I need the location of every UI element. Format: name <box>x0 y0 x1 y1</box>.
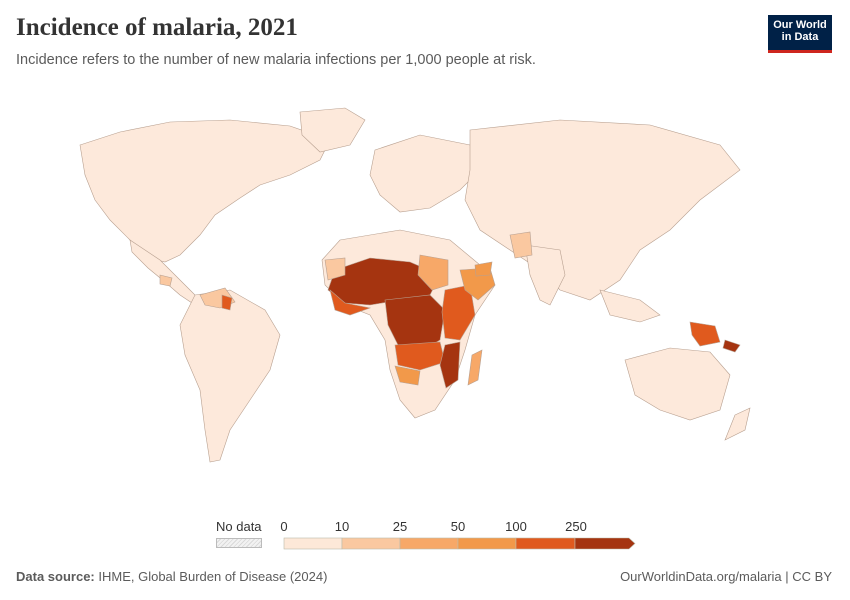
north-america <box>79 119 331 263</box>
legend-tick-100: 100 <box>505 519 527 534</box>
legend-tick-10: 10 <box>334 519 350 534</box>
papua-new-guinea <box>689 321 721 347</box>
source-text: IHME, Global Burden of Disease (2024) <box>98 569 328 584</box>
legend-color-bar[interactable] <box>283 537 637 551</box>
world-map <box>79 107 751 463</box>
source-label: Data source: <box>16 569 95 584</box>
guyana-high <box>221 294 233 311</box>
legend-bin-4 <box>457 537 517 550</box>
legend-tick-0: 0 <box>280 519 288 534</box>
logo-line-1: Our World <box>773 19 827 31</box>
chart-title: Incidence of malaria, 2021 <box>16 14 298 41</box>
legend-bin-2 <box>341 537 401 550</box>
legend-bin-6 <box>574 537 636 550</box>
solomon-islands <box>722 339 741 353</box>
southeast-asia <box>599 289 661 323</box>
south-america <box>179 289 281 463</box>
yemen <box>474 261 493 277</box>
legend-bin-3 <box>399 537 459 550</box>
greenland <box>299 107 366 153</box>
owid-logo[interactable]: Our World in Data <box>768 15 832 53</box>
legend-tick-50: 50 <box>450 519 466 534</box>
india <box>524 244 566 306</box>
sudan <box>417 254 449 291</box>
source-url-link[interactable]: OurWorldinData.org/malaria | CC BY <box>620 569 832 584</box>
no-data-label: No data <box>216 519 262 534</box>
legend-bin-1 <box>283 537 343 550</box>
europe <box>369 134 481 213</box>
mauritania <box>324 257 346 281</box>
australia <box>624 347 731 421</box>
legend-bin-5 <box>515 537 576 550</box>
chart-subtitle: Incidence refers to the number of new ma… <box>16 52 536 68</box>
honduras-region <box>159 274 173 287</box>
legend-tick-250: 250 <box>565 519 587 534</box>
southern-congo <box>394 341 446 371</box>
logo-line-2: in Data <box>781 31 819 43</box>
data-source: Data source: IHME, Global Burden of Dise… <box>16 569 327 584</box>
mozambique <box>439 341 461 389</box>
angola-south <box>394 365 421 386</box>
legend-tick-25: 25 <box>392 519 408 534</box>
west-africa-coast <box>329 289 372 316</box>
new-zealand <box>724 407 751 441</box>
pakistan <box>509 231 533 259</box>
madagascar <box>467 349 483 386</box>
no-data-swatch[interactable] <box>216 538 262 548</box>
asia <box>464 119 741 301</box>
